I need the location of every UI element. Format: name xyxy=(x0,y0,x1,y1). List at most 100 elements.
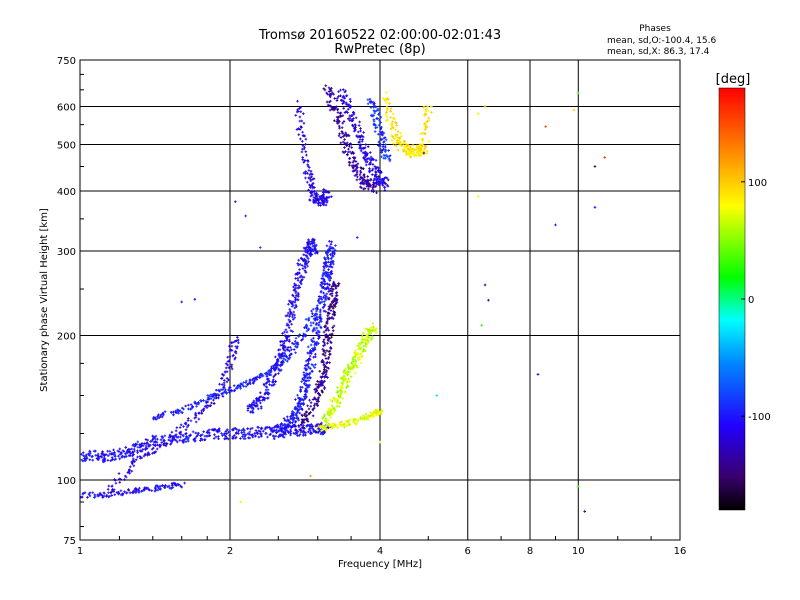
data-point xyxy=(364,349,367,352)
data-point xyxy=(187,439,190,443)
data-point xyxy=(310,193,314,197)
data-point xyxy=(308,184,312,188)
data-point xyxy=(328,413,331,417)
data-point xyxy=(419,132,423,136)
data-point xyxy=(146,438,150,442)
data-point xyxy=(295,128,299,131)
data-point xyxy=(281,434,284,438)
data-point xyxy=(198,411,201,415)
data-point xyxy=(281,332,284,335)
data-point xyxy=(303,366,307,370)
data-point xyxy=(386,178,390,182)
data-point xyxy=(138,455,142,458)
data-point xyxy=(330,269,333,273)
data-point xyxy=(260,426,264,430)
data-point xyxy=(317,337,320,340)
data-point xyxy=(298,115,302,119)
data-point xyxy=(325,366,329,369)
data-point xyxy=(204,399,208,403)
data-point xyxy=(380,125,383,129)
data-point xyxy=(293,340,297,343)
data-point xyxy=(281,360,285,363)
data-point xyxy=(311,407,315,411)
data-point xyxy=(312,241,316,245)
data-point xyxy=(124,474,127,478)
data-point xyxy=(316,329,320,333)
data-point xyxy=(151,452,154,455)
data-point xyxy=(189,433,192,437)
data-point xyxy=(346,384,349,387)
data-point xyxy=(333,252,336,256)
data-point xyxy=(231,341,235,344)
data-point xyxy=(329,89,333,93)
data-point xyxy=(292,419,295,422)
data-point xyxy=(314,342,317,345)
data-point xyxy=(369,338,373,341)
data-point xyxy=(308,383,312,387)
data-point xyxy=(224,362,228,365)
data-point xyxy=(360,350,364,354)
data-point xyxy=(260,372,264,376)
data-point xyxy=(346,111,349,114)
data-point xyxy=(279,423,282,427)
data-point xyxy=(248,430,252,434)
colorbar-tick-label: 0 xyxy=(748,295,754,306)
data-point xyxy=(148,443,152,447)
data-point xyxy=(140,456,144,460)
data-point xyxy=(386,184,390,188)
data-point xyxy=(291,410,294,413)
data-point xyxy=(384,98,388,102)
data-point xyxy=(362,167,365,170)
data-point xyxy=(225,428,229,431)
data-point xyxy=(339,111,343,115)
colorbar xyxy=(718,87,746,511)
data-point xyxy=(348,423,351,427)
data-point xyxy=(299,389,302,393)
data-point xyxy=(356,356,360,360)
data-point xyxy=(180,485,184,489)
data-point xyxy=(286,346,290,349)
data-point xyxy=(361,338,365,341)
data-point xyxy=(133,445,137,448)
data-point xyxy=(341,380,345,384)
data-point xyxy=(313,328,317,332)
data-point xyxy=(364,163,368,167)
data-point xyxy=(324,287,328,290)
data-point xyxy=(375,125,379,129)
data-point xyxy=(319,290,323,294)
data-point xyxy=(281,429,284,433)
data-point xyxy=(292,310,296,314)
data-point xyxy=(326,274,330,278)
data-point xyxy=(341,396,344,400)
data-point xyxy=(294,284,297,287)
data-point xyxy=(426,105,429,108)
data-point xyxy=(344,142,347,146)
data-point xyxy=(81,459,85,463)
data-point xyxy=(203,438,206,442)
data-point xyxy=(307,316,311,320)
data-point xyxy=(218,429,221,433)
data-point xyxy=(330,332,334,336)
data-point xyxy=(277,435,280,439)
data-point xyxy=(322,265,325,268)
data-point xyxy=(359,361,363,365)
data-point xyxy=(384,119,388,123)
data-point xyxy=(81,451,85,454)
data-point xyxy=(353,421,357,424)
data-point xyxy=(343,146,346,149)
data-point xyxy=(212,394,215,398)
data-point xyxy=(309,376,312,380)
data-point xyxy=(379,115,383,119)
data-point xyxy=(118,457,121,461)
data-point xyxy=(377,140,381,144)
data-point xyxy=(339,136,343,139)
data-point xyxy=(172,413,175,416)
data-point xyxy=(287,302,290,306)
data-point xyxy=(171,439,174,443)
data-point xyxy=(398,136,402,140)
data-point xyxy=(258,246,262,249)
data-point xyxy=(269,432,272,436)
data-point xyxy=(298,411,302,415)
data-point xyxy=(326,314,330,317)
data-point xyxy=(309,194,313,198)
